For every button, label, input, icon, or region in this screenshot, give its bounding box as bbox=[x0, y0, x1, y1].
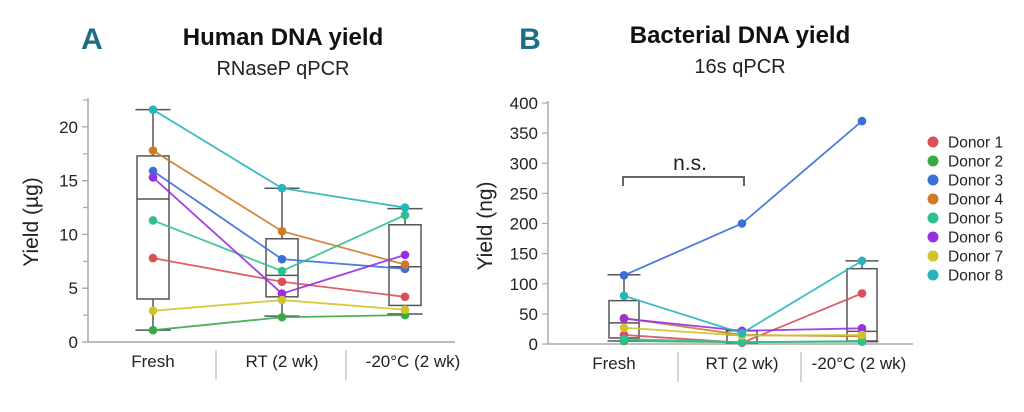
legend-marker bbox=[927, 212, 939, 224]
legend-marker bbox=[927, 250, 939, 262]
panel-b-title: Bacterial DNA yield bbox=[630, 22, 851, 49]
data-point-donor-1 bbox=[400, 292, 410, 302]
data-point-donor-4 bbox=[400, 260, 410, 269]
legend: Donor 1 Donor 2 Donor 3 Donor 4 Donor 5 Donor… bbox=[927, 135, 1004, 285]
x-tick-label: RT (2 wk) bbox=[705, 354, 778, 373]
data-point-donor-8 bbox=[277, 183, 287, 193]
data-point-donor-8 bbox=[857, 256, 867, 266]
y-tick-label: 20 bbox=[59, 118, 78, 137]
panel-b-label: B bbox=[519, 23, 541, 56]
panel-a-plot: 0 5 10 15 20 Fresh RT (2 wk) -20°C (2 wk) bbox=[59, 98, 460, 380]
data-point-donor-1 bbox=[148, 253, 158, 263]
y-tick-label: 0 bbox=[529, 335, 538, 354]
legend-marker bbox=[927, 231, 939, 243]
legend-label: Donor 4 bbox=[948, 192, 1004, 209]
panel-a-label: A bbox=[81, 23, 103, 56]
legend-label: Donor 3 bbox=[948, 173, 1003, 190]
data-point-donor-2 bbox=[277, 312, 287, 322]
panel-a-title: Human DNA yield bbox=[183, 24, 383, 51]
data-point-donor-7 bbox=[148, 306, 158, 316]
data-point-donor-7 bbox=[619, 323, 629, 333]
y-tick-label: 5 bbox=[69, 279, 78, 298]
legend-marker bbox=[927, 174, 939, 186]
y-tick-label: 400 bbox=[510, 94, 538, 113]
y-tick-label: 15 bbox=[59, 172, 78, 191]
significance-bracket bbox=[622, 176, 745, 186]
data-point-donor-6 bbox=[400, 250, 410, 260]
legend-label: Donor 1 bbox=[948, 135, 1003, 152]
data-point-donor-8 bbox=[148, 105, 158, 114]
legend-label: Donor 6 bbox=[948, 230, 1003, 247]
legend-label: Donor 7 bbox=[948, 249, 1003, 266]
data-point-donor-3 bbox=[277, 254, 287, 264]
y-tick-label: 0 bbox=[69, 333, 78, 352]
panel-b-subtitle: 16s qPCR bbox=[694, 56, 785, 78]
data-point-donor-3 bbox=[619, 271, 629, 280]
data-point-donor-6 bbox=[619, 314, 629, 323]
data-point-donor-6 bbox=[148, 173, 158, 182]
data-point-donor-5 bbox=[619, 334, 629, 344]
series-line-donor-5 bbox=[152, 214, 406, 272]
x-tick-label: RT (2 wk) bbox=[245, 352, 318, 371]
panel-b-plot: 0 50 100 150 200 250 300 350 400 Fresh RT (2 wk) -2… bbox=[510, 94, 913, 382]
data-point-donor-8 bbox=[400, 203, 410, 212]
legend-marker bbox=[927, 269, 939, 281]
y-tick-label: 10 bbox=[59, 225, 78, 244]
data-point-donor-4 bbox=[148, 146, 158, 155]
data-point-donor-6 bbox=[277, 289, 287, 298]
x-tick-label: -20°C (2 wk) bbox=[812, 354, 907, 373]
y-tick-label: 100 bbox=[510, 275, 538, 294]
legend-marker bbox=[927, 155, 939, 167]
y-tick-label: 300 bbox=[510, 154, 538, 173]
data-point-donor-5 bbox=[277, 266, 287, 276]
data-point-donor-7 bbox=[400, 305, 410, 315]
data-point-donor-8 bbox=[619, 291, 629, 301]
series-line-donor-3 bbox=[623, 120, 863, 277]
data-point-donor-6 bbox=[857, 324, 867, 333]
y-tick-label: 200 bbox=[510, 215, 538, 234]
y-tick-label: 150 bbox=[510, 245, 538, 264]
data-point-donor-7 bbox=[277, 295, 287, 305]
data-point-donor-5 bbox=[400, 210, 410, 220]
data-point-donor-2 bbox=[148, 325, 158, 335]
data-point-donor-1 bbox=[277, 277, 287, 287]
x-tick-label: Fresh bbox=[592, 354, 635, 373]
data-point-donor-8 bbox=[737, 328, 747, 338]
data-point-donor-3 bbox=[737, 219, 747, 228]
legend-label: Donor 8 bbox=[948, 268, 1003, 285]
x-tick-label: Fresh bbox=[131, 352, 174, 371]
data-point-donor-4 bbox=[277, 226, 287, 236]
series-line-donor-4 bbox=[152, 149, 406, 266]
y-tick-label: 350 bbox=[510, 124, 538, 143]
panel-a-ylabel: Yield (µg) bbox=[20, 177, 43, 267]
panel-a-subtitle: RNaseP qPCR bbox=[216, 58, 349, 80]
panel-b-ylabel: Yield (ng) bbox=[474, 181, 497, 270]
y-tick-label: 250 bbox=[510, 184, 538, 203]
legend-label: Donor 2 bbox=[948, 154, 1003, 171]
significance-label: n.s. bbox=[673, 152, 707, 175]
y-tick-label: 50 bbox=[519, 305, 538, 324]
data-point-donor-5 bbox=[148, 216, 158, 225]
data-point-donor-1 bbox=[857, 289, 867, 298]
series-line-donor-8 bbox=[152, 108, 406, 209]
legend-marker bbox=[927, 136, 939, 148]
box-iqr bbox=[388, 224, 422, 307]
legend-label: Donor 5 bbox=[948, 211, 1003, 228]
legend-marker bbox=[927, 193, 939, 205]
data-point-donor-5 bbox=[857, 336, 867, 346]
data-point-donor-5 bbox=[737, 337, 747, 347]
data-point-donor-7 bbox=[857, 330, 867, 340]
x-tick-label: -20°C (2 wk) bbox=[366, 352, 461, 371]
data-point-donor-3 bbox=[857, 116, 867, 126]
data-point-donor-3 bbox=[148, 166, 158, 176]
